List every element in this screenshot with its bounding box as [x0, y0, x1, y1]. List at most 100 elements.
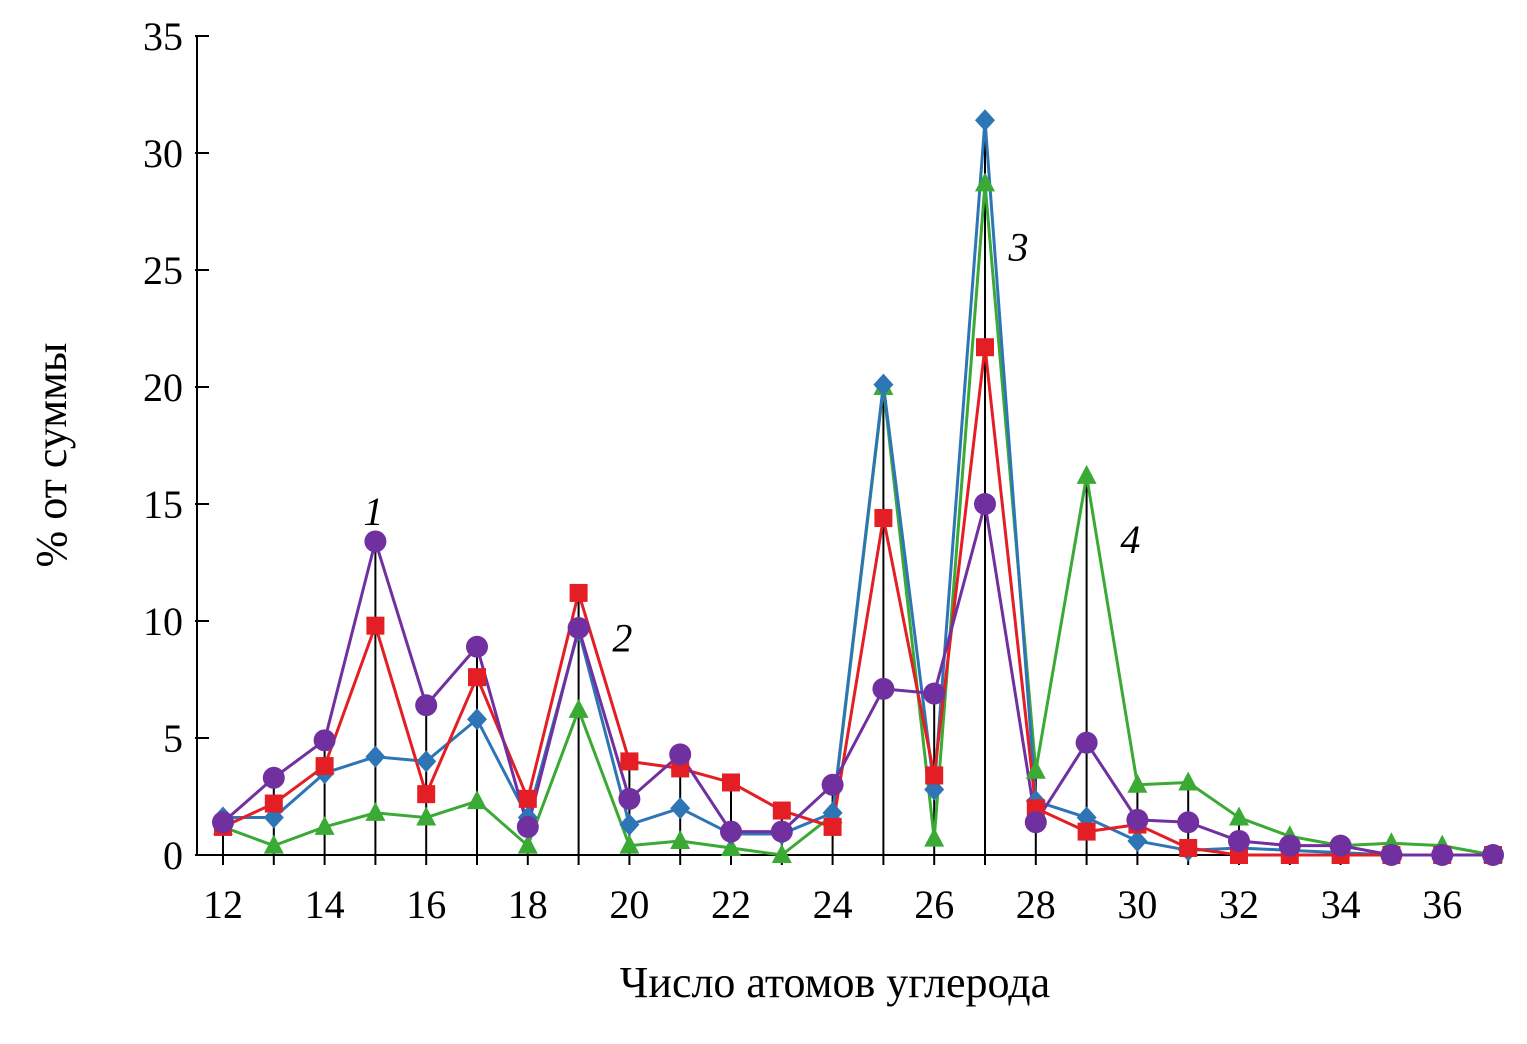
series-2-point [569, 583, 588, 602]
series-2-point [468, 668, 486, 687]
series-1-point [821, 773, 844, 796]
series-4-point [619, 834, 640, 854]
series-3-point [670, 797, 691, 820]
series-4-point [771, 844, 792, 863]
series-3-point [467, 708, 487, 731]
series-1-point [1278, 834, 1301, 857]
series-3-point [975, 109, 995, 132]
series-1-point [415, 694, 438, 717]
x-ticks: 12 14 16 18 20 22 24 26 28 30 32 34 36 [203, 855, 1494, 927]
series-1-point [466, 635, 488, 658]
series-2-point [264, 794, 283, 813]
series-3-point [365, 745, 386, 768]
series-4-point [721, 836, 741, 856]
y-tick-label: 20 [143, 365, 183, 410]
series-label-2: 2 [612, 615, 632, 660]
series-1-point [313, 729, 336, 752]
series-2-point [315, 757, 334, 776]
y-ticks: 0 5 10 15 20 25 30 35 [143, 14, 209, 878]
series-4-point [1076, 464, 1097, 484]
series-1-point [1380, 844, 1403, 866]
x-tick-label: 14 [305, 882, 345, 927]
series-4-point [263, 834, 284, 854]
series-line-3 [223, 118, 1493, 857]
series-label-4: 4 [1120, 517, 1140, 562]
series-label-1: 1 [363, 489, 383, 534]
series-4-point [365, 801, 386, 821]
series-4-point [1178, 771, 1199, 791]
series-lines [222, 118, 1494, 857]
x-tick-label: 28 [1016, 882, 1056, 927]
series-2-point [925, 766, 944, 785]
series-1-point [872, 677, 895, 700]
series-2-point [366, 616, 385, 635]
series-2-point [823, 817, 842, 836]
y-tick-label: 25 [143, 248, 183, 293]
series-4-point [1127, 773, 1148, 793]
series-4-point [670, 829, 691, 849]
series-1-point [669, 743, 692, 766]
series-markers [212, 109, 1504, 866]
series-4-point [467, 790, 487, 810]
series-1-point [516, 815, 539, 838]
series-4-point [568, 698, 589, 718]
series-2-point [722, 773, 740, 792]
series-1-point [262, 766, 285, 789]
series-1-point [567, 617, 590, 640]
series-2-point [620, 752, 639, 771]
series-1-point [1329, 834, 1352, 857]
series-1-point [1228, 829, 1250, 852]
x-tick-label: 26 [914, 882, 954, 927]
y-tick-label: 35 [143, 14, 183, 59]
series-3-point [416, 750, 437, 773]
series-1-point [1482, 844, 1504, 866]
series-4-point [517, 834, 538, 854]
series-3-point [873, 373, 894, 396]
series-1-point [770, 820, 793, 843]
x-tick-label: 18 [508, 882, 548, 927]
series-2-point [1179, 838, 1198, 857]
series-4-point [416, 806, 437, 826]
series-4-point [1025, 759, 1046, 779]
series-1-point [1431, 844, 1454, 866]
series-2-point [772, 801, 791, 820]
x-tick-label: 30 [1117, 882, 1157, 927]
x-tick-label: 16 [406, 882, 446, 927]
series-2-point [1077, 822, 1096, 841]
series-3-point [619, 813, 640, 836]
series-1-point [618, 787, 641, 810]
x-tick-label: 36 [1422, 882, 1462, 927]
y-tick-label: 5 [163, 716, 183, 761]
series-1-point [1126, 808, 1149, 831]
series-2-point [976, 338, 994, 357]
series-1-point [1075, 731, 1098, 754]
x-tick-label: 20 [609, 882, 649, 927]
series-2-point [417, 785, 436, 804]
x-tick-label: 24 [813, 882, 853, 927]
y-tick-label: 10 [143, 599, 183, 644]
series-4-point [975, 172, 995, 192]
series-2-point [874, 509, 893, 528]
x-tick-label: 32 [1219, 882, 1259, 927]
series-annotations: 1 2 3 4 [363, 225, 1140, 661]
series-1-point [974, 493, 996, 515]
y-tick-label: 15 [143, 482, 183, 527]
series-label-3: 3 [1008, 225, 1029, 270]
series-4-point [314, 815, 335, 835]
y-axis-title: % от суммы [27, 343, 76, 568]
series-1-point [720, 820, 742, 843]
series-2-point [518, 789, 537, 808]
series-1-point [1024, 811, 1047, 834]
drop-lines [222, 120, 1444, 855]
y-tick-label: 0 [163, 833, 183, 878]
x-tick-label: 22 [711, 882, 751, 927]
series-1-point [923, 682, 946, 705]
series-4-point [924, 827, 945, 847]
series-1-point [1177, 811, 1200, 834]
x-axis-title: Число атомов углерода [620, 958, 1050, 1007]
y-tick-label: 30 [143, 131, 183, 176]
series-1-point [212, 811, 234, 834]
series-4-point [1229, 806, 1249, 826]
series-1-point [364, 530, 387, 553]
